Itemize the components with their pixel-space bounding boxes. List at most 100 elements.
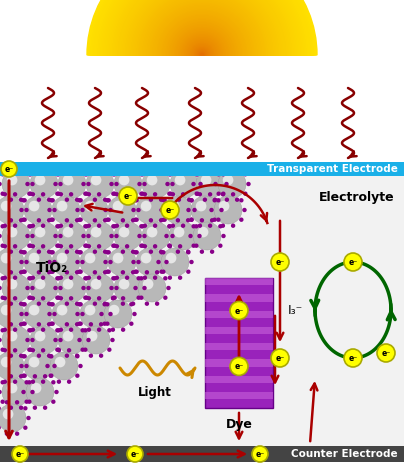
Circle shape [55, 348, 59, 352]
Circle shape [217, 191, 221, 196]
Circle shape [141, 224, 145, 228]
Circle shape [57, 380, 61, 384]
Circle shape [24, 312, 29, 316]
Circle shape [168, 172, 173, 176]
Circle shape [189, 198, 194, 203]
Circle shape [87, 276, 91, 280]
Circle shape [147, 175, 158, 185]
Circle shape [65, 197, 69, 202]
Circle shape [41, 224, 45, 228]
Circle shape [7, 175, 17, 185]
Circle shape [78, 322, 83, 326]
Circle shape [82, 326, 110, 354]
Circle shape [47, 249, 51, 254]
Wedge shape [97, 0, 307, 55]
Circle shape [132, 312, 137, 316]
Wedge shape [106, 0, 298, 55]
Circle shape [114, 274, 142, 302]
Circle shape [0, 196, 24, 224]
Circle shape [0, 295, 5, 300]
Circle shape [191, 224, 196, 228]
Circle shape [203, 166, 207, 170]
Circle shape [121, 301, 125, 306]
Wedge shape [175, 28, 229, 55]
Circle shape [75, 353, 79, 358]
Text: e⁻: e⁻ [348, 354, 358, 363]
Circle shape [63, 279, 74, 289]
Circle shape [167, 172, 172, 176]
Wedge shape [126, 0, 278, 55]
Circle shape [125, 244, 129, 249]
Wedge shape [149, 2, 255, 55]
Circle shape [30, 326, 58, 354]
Text: Counter Electrode: Counter Electrode [291, 449, 398, 459]
Circle shape [187, 197, 191, 202]
Circle shape [191, 182, 196, 186]
Circle shape [214, 196, 242, 224]
Circle shape [3, 409, 13, 419]
Circle shape [27, 328, 32, 332]
Wedge shape [159, 12, 245, 55]
Circle shape [165, 182, 170, 186]
Circle shape [242, 208, 247, 212]
Circle shape [28, 172, 33, 176]
Circle shape [81, 182, 86, 186]
Circle shape [131, 270, 135, 275]
FancyBboxPatch shape [205, 375, 273, 383]
Circle shape [143, 192, 147, 197]
Circle shape [239, 218, 244, 222]
Circle shape [57, 305, 67, 315]
Text: e⁻: e⁻ [276, 354, 285, 363]
Circle shape [35, 331, 45, 341]
Circle shape [218, 243, 223, 248]
Wedge shape [139, 0, 265, 55]
Circle shape [19, 249, 23, 254]
Circle shape [47, 166, 51, 170]
Wedge shape [94, 0, 310, 55]
Circle shape [189, 198, 194, 203]
Wedge shape [170, 23, 234, 55]
Circle shape [19, 405, 23, 410]
Circle shape [111, 243, 116, 248]
Circle shape [121, 249, 125, 254]
Circle shape [53, 338, 58, 342]
Circle shape [85, 253, 95, 263]
Circle shape [104, 300, 132, 328]
Wedge shape [153, 6, 251, 55]
Circle shape [221, 172, 225, 176]
Circle shape [28, 191, 33, 196]
Circle shape [81, 234, 86, 238]
Circle shape [84, 243, 89, 248]
Circle shape [153, 276, 157, 280]
Circle shape [7, 331, 17, 341]
Circle shape [13, 328, 17, 332]
Circle shape [115, 276, 119, 280]
Circle shape [3, 348, 7, 352]
Circle shape [103, 322, 107, 326]
Text: e⁻: e⁻ [234, 362, 244, 372]
Circle shape [65, 166, 69, 170]
Circle shape [3, 192, 7, 197]
Circle shape [63, 331, 74, 341]
Circle shape [139, 172, 143, 176]
Circle shape [69, 224, 73, 228]
Circle shape [41, 348, 45, 352]
Circle shape [58, 274, 86, 302]
Circle shape [75, 249, 79, 254]
Circle shape [191, 196, 219, 224]
Circle shape [141, 243, 145, 248]
Circle shape [161, 248, 189, 276]
Circle shape [230, 301, 248, 320]
Circle shape [57, 201, 67, 212]
Circle shape [84, 224, 89, 228]
Circle shape [27, 276, 32, 280]
Circle shape [213, 166, 217, 170]
Circle shape [57, 191, 61, 196]
Circle shape [189, 260, 194, 264]
Circle shape [75, 373, 80, 378]
Circle shape [23, 406, 27, 410]
Circle shape [252, 446, 268, 462]
Circle shape [186, 218, 190, 222]
Wedge shape [123, 0, 281, 55]
Circle shape [119, 279, 129, 289]
